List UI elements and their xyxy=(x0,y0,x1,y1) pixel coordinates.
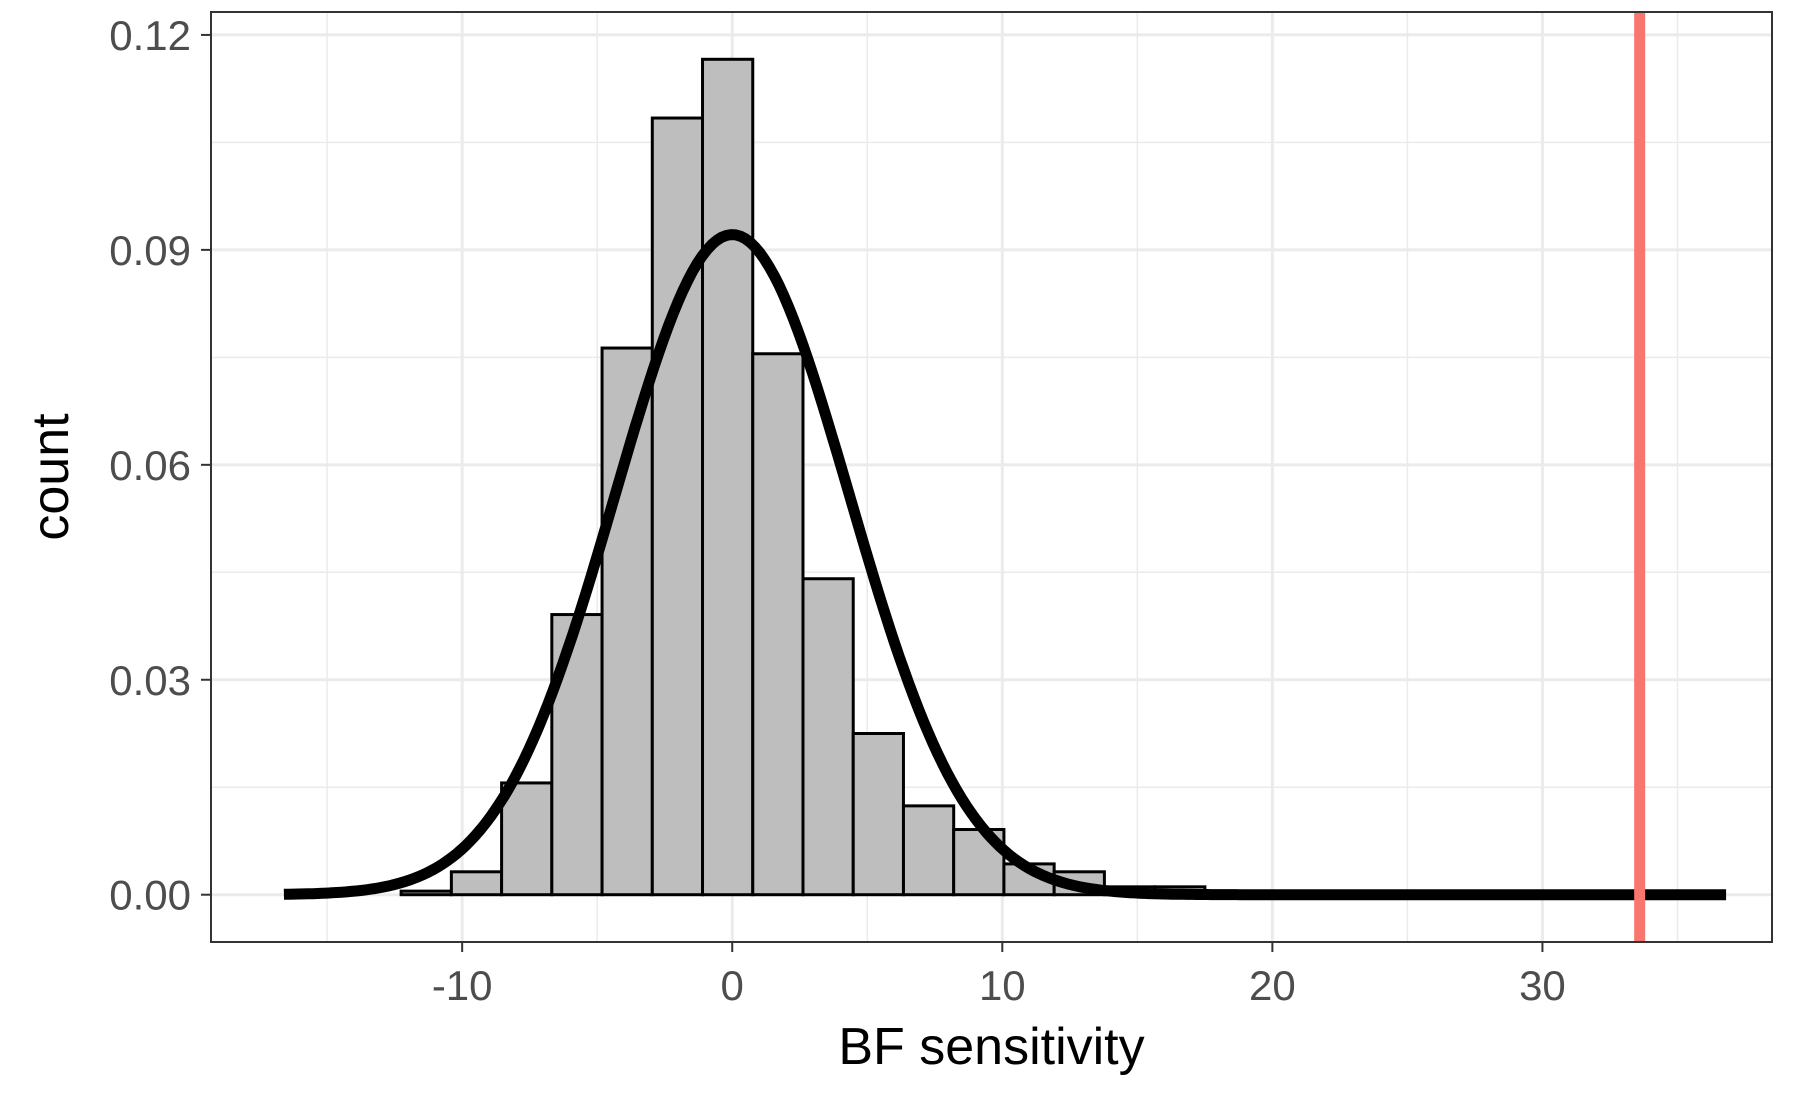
y-tick-label: 0.06 xyxy=(109,442,191,489)
y-axis-title: count xyxy=(22,413,80,541)
histogram-bar xyxy=(851,732,905,897)
axis-ticks xyxy=(201,33,1544,952)
density-curve xyxy=(283,229,1727,901)
x-tick-label: 10 xyxy=(979,962,1026,1009)
y-tick-label: 0.09 xyxy=(109,227,191,274)
histogram-bar xyxy=(901,804,956,897)
y-tick-label: 0.00 xyxy=(109,872,191,919)
histogram-bar xyxy=(751,352,805,897)
y-tick-labels: 0.00 0.03 0.06 0.09 0.12 xyxy=(109,12,191,919)
histogram-bar xyxy=(650,116,705,897)
histogram-bar xyxy=(449,870,504,897)
major-grid xyxy=(211,12,1772,942)
x-axis-title: BF sensitivity xyxy=(838,1018,1144,1076)
histogram-bar xyxy=(600,346,654,897)
x-tick-label: 30 xyxy=(1519,962,1566,1009)
histogram-bar xyxy=(500,781,554,897)
histogram-bar xyxy=(399,889,453,897)
y-tick-label: 0.12 xyxy=(109,12,191,59)
histogram-bars xyxy=(399,57,1207,897)
panel-border xyxy=(210,11,1773,943)
minor-grid xyxy=(211,12,1772,942)
x-tick-label: 0 xyxy=(721,962,744,1009)
x-tick-label: 20 xyxy=(1249,962,1296,1009)
x-tick-label: -10 xyxy=(432,962,493,1009)
histogram-bar xyxy=(701,57,755,897)
x-tick-labels: -10 0 10 20 30 xyxy=(432,962,1566,1009)
y-tick-label: 0.03 xyxy=(109,657,191,704)
histogram-bar xyxy=(801,577,855,897)
